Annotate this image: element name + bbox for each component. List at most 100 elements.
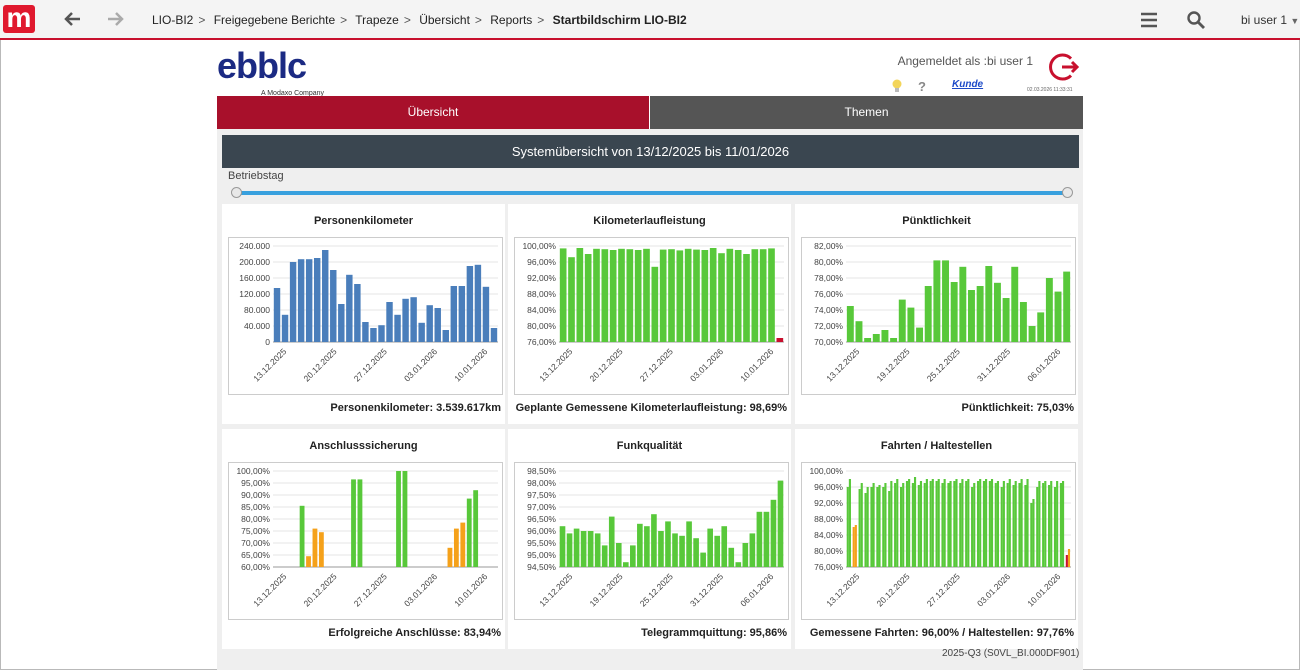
bar[interactable] bbox=[289, 262, 297, 342]
bar[interactable] bbox=[584, 254, 592, 342]
bar[interactable] bbox=[426, 305, 433, 342]
back-arrow-icon[interactable] bbox=[62, 8, 84, 30]
bar[interactable] bbox=[362, 322, 369, 342]
bar[interactable] bbox=[450, 286, 458, 342]
bar[interactable] bbox=[615, 543, 622, 567]
bar[interactable] bbox=[900, 487, 903, 567]
chart-area[interactable]: 100,00% 96,00% 92,00% 88,00% 84,00% 80,00% 76,… bbox=[801, 462, 1076, 620]
chart-area[interactable]: 100,00% 95,00% 90,00% 85,00% 80,00% 75,00% 70,… bbox=[228, 462, 503, 620]
bar[interactable] bbox=[935, 481, 938, 567]
bar[interactable] bbox=[1011, 266, 1019, 342]
bar[interactable] bbox=[985, 266, 993, 342]
bar[interactable] bbox=[396, 471, 401, 567]
chart-area[interactable]: 240.000 200.000 160.000 120.000 80.000 40.000… bbox=[228, 237, 503, 395]
bar[interactable] bbox=[330, 270, 337, 342]
bar[interactable] bbox=[466, 498, 472, 567]
chart-area[interactable]: 100,00% 96,00% 92,00% 88,00% 84,00% 80,00% 76,… bbox=[514, 237, 789, 395]
bar[interactable] bbox=[959, 266, 967, 342]
bar[interactable] bbox=[346, 274, 353, 342]
bar[interactable] bbox=[442, 330, 449, 342]
bar[interactable] bbox=[846, 487, 849, 567]
bar[interactable] bbox=[659, 249, 667, 342]
bar[interactable] bbox=[937, 479, 940, 567]
bar[interactable] bbox=[559, 526, 566, 567]
bar[interactable] bbox=[917, 485, 920, 567]
bar[interactable] bbox=[709, 248, 717, 342]
bar[interactable] bbox=[929, 481, 932, 567]
bar[interactable] bbox=[743, 254, 750, 342]
bar[interactable] bbox=[1020, 479, 1023, 567]
bar[interactable] bbox=[1026, 479, 1029, 567]
bar[interactable] bbox=[1000, 487, 1003, 567]
bar[interactable] bbox=[637, 523, 643, 567]
bar[interactable] bbox=[872, 483, 875, 567]
bar[interactable] bbox=[1050, 481, 1053, 567]
bar[interactable] bbox=[759, 249, 767, 342]
bar[interactable] bbox=[299, 505, 305, 567]
bar[interactable] bbox=[864, 493, 867, 567]
bar[interactable] bbox=[848, 479, 851, 567]
bar[interactable] bbox=[896, 479, 899, 567]
logout-icon[interactable] bbox=[1049, 51, 1081, 83]
forward-arrow-icon[interactable] bbox=[104, 8, 126, 30]
bar[interactable] bbox=[1032, 499, 1035, 567]
bar[interactable] bbox=[721, 526, 728, 567]
bar[interactable] bbox=[601, 249, 609, 342]
bar[interactable] bbox=[573, 528, 580, 567]
bar[interactable] bbox=[916, 327, 924, 342]
bar[interactable] bbox=[881, 330, 889, 342]
bar[interactable] bbox=[1002, 481, 1005, 567]
bar[interactable] bbox=[1054, 291, 1062, 342]
bar[interactable] bbox=[1006, 483, 1009, 567]
bar[interactable] bbox=[1028, 326, 1036, 342]
bar[interactable] bbox=[996, 481, 999, 567]
bar[interactable] bbox=[1053, 487, 1057, 567]
search-icon[interactable] bbox=[1186, 10, 1206, 30]
bar[interactable] bbox=[672, 533, 678, 567]
bar[interactable] bbox=[943, 479, 946, 567]
bar[interactable] bbox=[770, 499, 777, 567]
bar[interactable] bbox=[1045, 278, 1053, 342]
bar[interactable] bbox=[864, 338, 872, 342]
bar[interactable] bbox=[950, 282, 958, 342]
bar[interactable] bbox=[961, 479, 964, 567]
bar[interactable] bbox=[693, 538, 699, 567]
bar[interactable] bbox=[651, 514, 657, 567]
bar[interactable] bbox=[281, 314, 289, 342]
bar[interactable] bbox=[601, 545, 608, 567]
bar[interactable] bbox=[858, 489, 861, 567]
bar[interactable] bbox=[357, 479, 363, 567]
bar[interactable] bbox=[907, 307, 915, 342]
help-icon[interactable]: ? bbox=[916, 79, 928, 93]
breadcrumb-item[interactable]: LIO-BI2 bbox=[152, 13, 194, 27]
bar[interactable] bbox=[876, 487, 879, 567]
bar[interactable] bbox=[898, 299, 906, 342]
bar[interactable] bbox=[402, 471, 408, 567]
bar[interactable] bbox=[684, 248, 692, 342]
bar[interactable] bbox=[473, 490, 479, 567]
bar[interactable] bbox=[700, 552, 706, 567]
bar[interactable] bbox=[734, 250, 742, 342]
bar[interactable] bbox=[911, 483, 914, 567]
bar[interactable] bbox=[882, 487, 885, 567]
bar[interactable] bbox=[273, 288, 281, 342]
slider-end-handle[interactable] bbox=[1062, 187, 1073, 198]
chart-area[interactable]: 98,50% 98,00% 97,50% 97,00% 96,50% 96,00% 95,5… bbox=[514, 462, 789, 620]
bar[interactable] bbox=[714, 535, 721, 567]
bar[interactable] bbox=[894, 483, 897, 567]
bar[interactable] bbox=[985, 479, 988, 567]
bar[interactable] bbox=[941, 483, 944, 567]
bar[interactable] bbox=[1008, 479, 1011, 567]
bar[interactable] bbox=[626, 249, 634, 342]
bar[interactable] bbox=[908, 479, 911, 567]
breadcrumb-item[interactable]: Trapeze bbox=[355, 13, 399, 27]
bar[interactable] bbox=[576, 248, 584, 342]
bar[interactable] bbox=[890, 338, 898, 342]
bar[interactable] bbox=[338, 304, 345, 342]
breadcrumb-item[interactable]: Freigegebene Berichte bbox=[213, 13, 336, 27]
app-logo[interactable]: m bbox=[3, 4, 35, 33]
bar[interactable] bbox=[1018, 483, 1021, 567]
bar[interactable] bbox=[777, 480, 784, 567]
bar[interactable] bbox=[609, 250, 617, 342]
bar[interactable] bbox=[587, 531, 594, 567]
